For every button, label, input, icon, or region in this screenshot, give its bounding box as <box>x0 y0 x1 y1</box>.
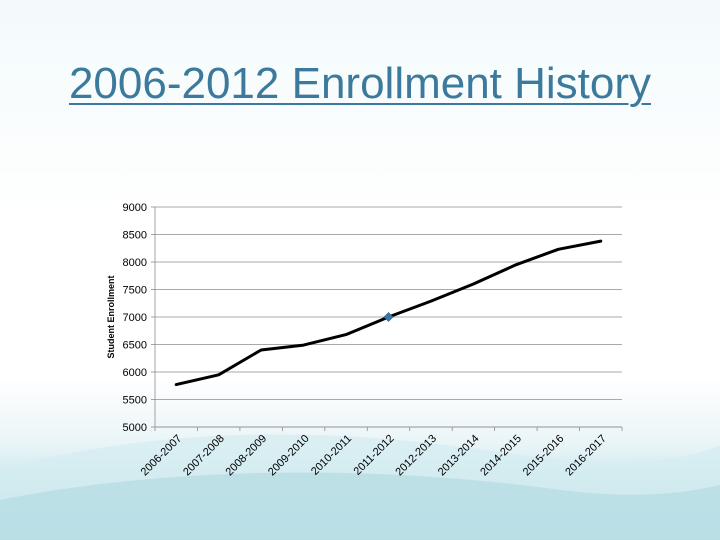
y-tick-label-7500: 7500 <box>123 285 147 297</box>
x-tick-labels: 2006-20072007-20082008-20092009-20102010… <box>139 433 609 479</box>
y-tick-label-7000: 7000 <box>123 312 147 324</box>
gridlines <box>155 206 622 428</box>
x-tick-label-2016-2017: 2016-2017 <box>563 433 609 479</box>
background-wave <box>0 434 720 540</box>
x-tick-label-2015-2016: 2015-2016 <box>521 433 567 479</box>
x-tick-label-2008-2009: 2008-2009 <box>224 433 270 479</box>
y-tick-label-6500: 6500 <box>123 340 147 352</box>
y-axis-title: Student Enrollment <box>106 275 116 358</box>
x-tick-label-2011-2012: 2011-2012 <box>352 433 397 478</box>
highlight-diamond-marker <box>383 312 394 322</box>
axes <box>151 206 623 431</box>
x-tick-label-2007-2008: 2007-2008 <box>181 433 227 479</box>
y-tick-label-8500: 8500 <box>123 230 147 242</box>
x-tick-label-2010-2011: 2010-2011 <box>309 433 354 478</box>
x-tick-label-2009-2010: 2009-2010 <box>266 433 312 479</box>
x-tick-label-2013-2014: 2013-2014 <box>436 433 482 479</box>
x-tick-label-2006-2007: 2006-2007 <box>139 433 185 479</box>
y-tick-label-5500: 5500 <box>123 395 147 407</box>
x-tick-label-2012-2013: 2012-2013 <box>393 433 439 479</box>
y-tick-labels: 5000 5500 6000 6500 7000 7500 8000 8500 9000 <box>123 202 147 434</box>
slide-title: 2006-2012 Enrollment History <box>68 59 652 108</box>
series-layer <box>174 239 603 387</box>
y-tick-label-5000: 5000 <box>123 422 147 434</box>
y-tick-label-9000: 9000 <box>123 202 147 214</box>
x-tick-label-2014-2015: 2014-2015 <box>478 433 524 479</box>
y-tick-label-6000: 6000 <box>123 367 147 379</box>
y-tick-label-8000: 8000 <box>123 257 147 269</box>
